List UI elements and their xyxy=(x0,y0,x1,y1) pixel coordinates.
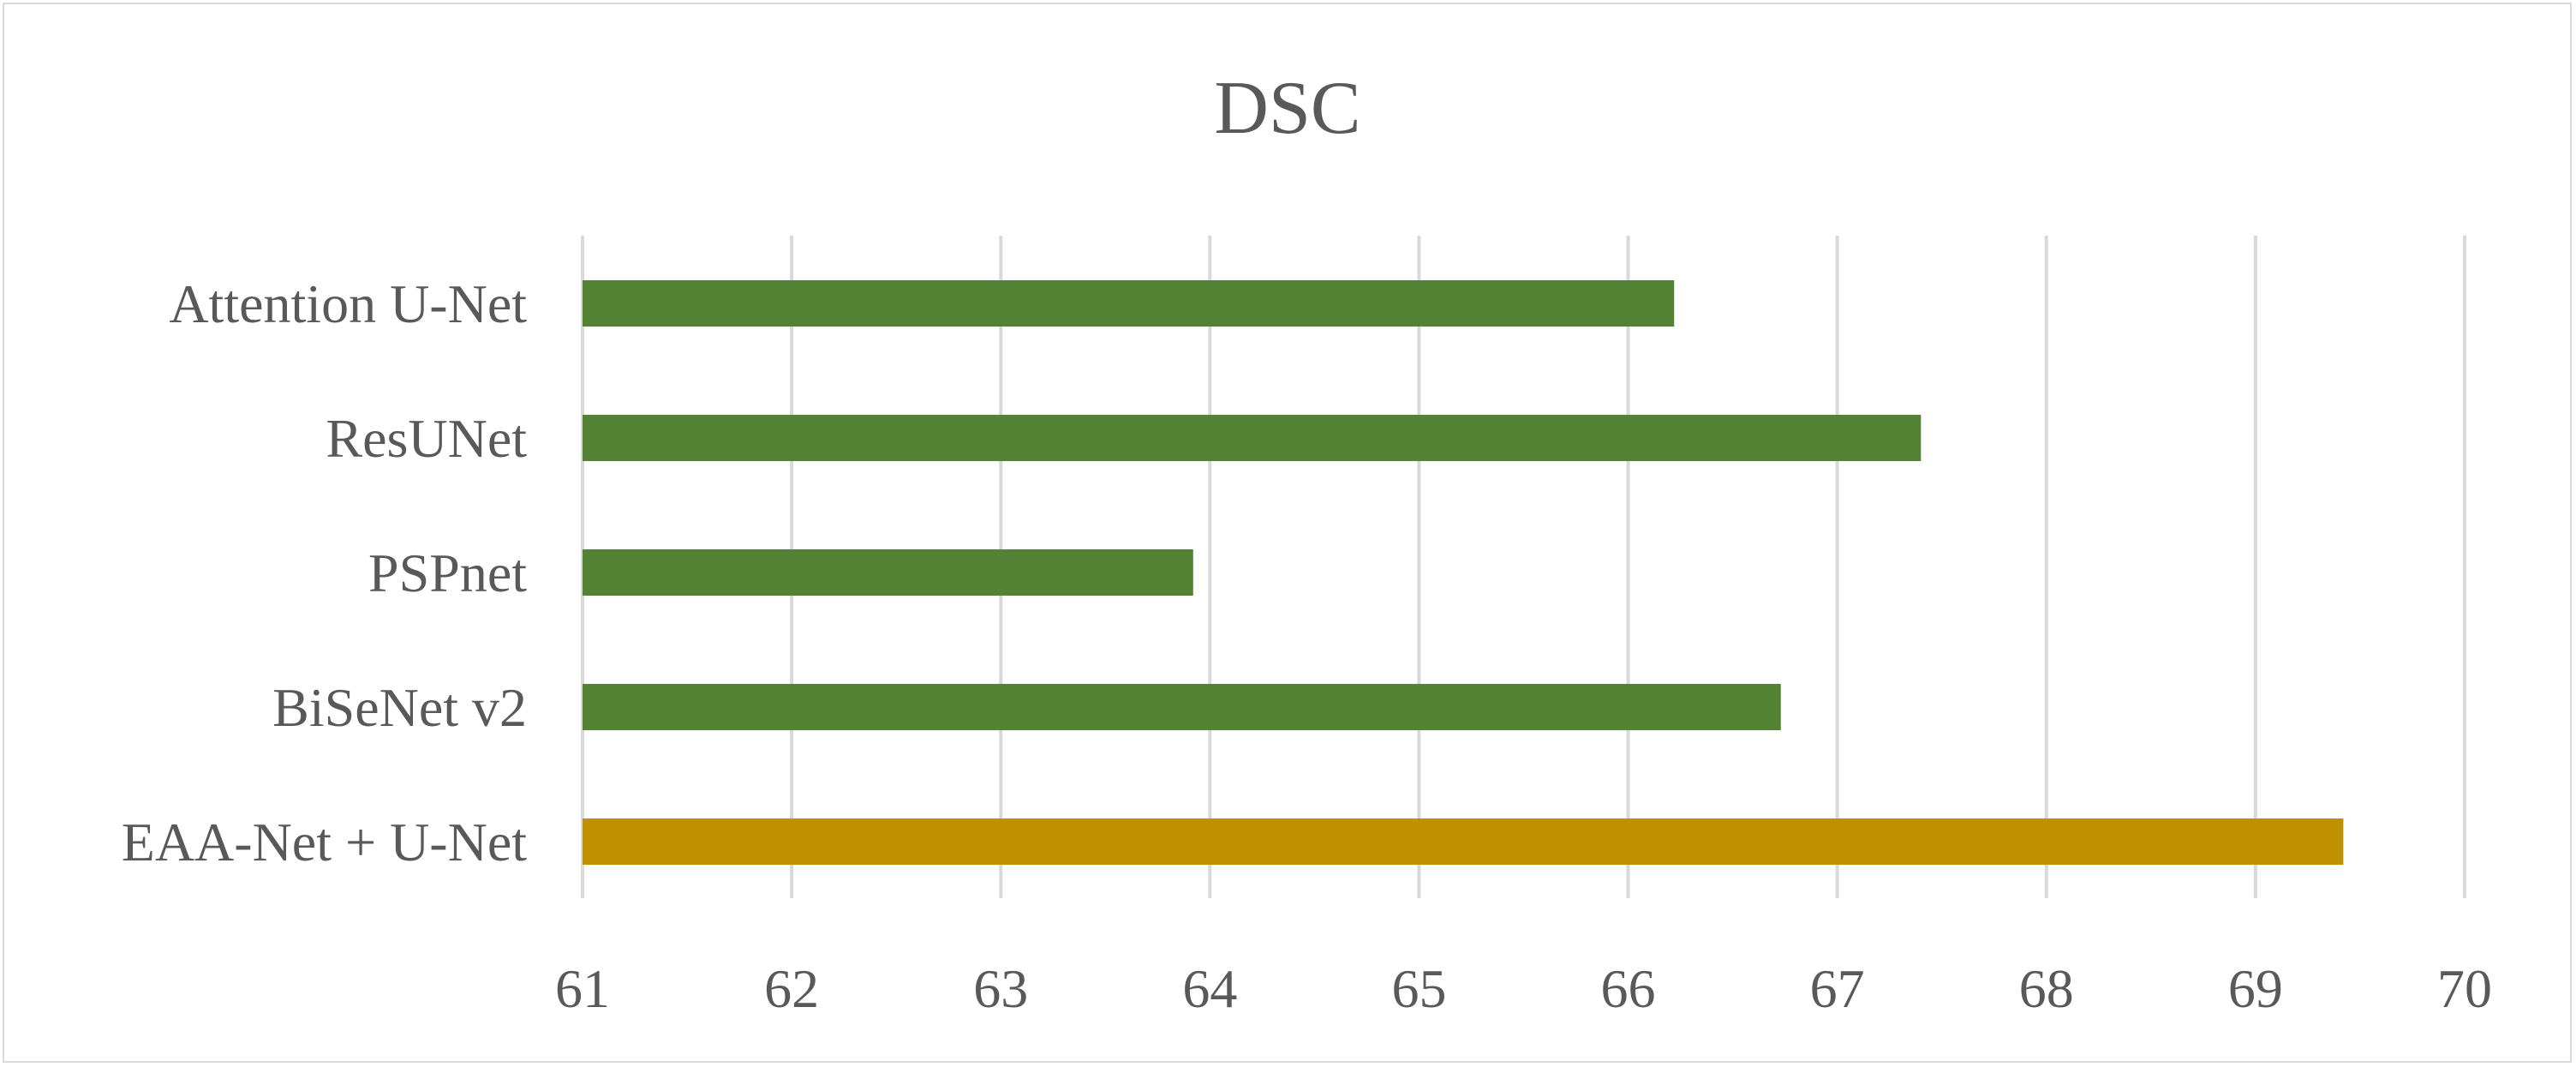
category-label-bisenet-v2: BiSeNet v2 xyxy=(272,677,527,738)
bar-resunet xyxy=(583,415,1922,461)
category-label-attention-u-net: Attention U-Net xyxy=(169,273,527,334)
x-tick-label-64: 64 xyxy=(1182,958,1237,1019)
chart-title: DSC xyxy=(1214,67,1360,150)
chart-frame xyxy=(3,3,2572,1063)
bar-pspnet xyxy=(583,549,1193,596)
bar-bisenet-v2 xyxy=(583,684,1781,730)
x-tick-labels: 61 62 63 64 65 66 67 68 69 70 xyxy=(555,958,2492,1019)
x-tick-label-62: 62 xyxy=(764,958,819,1019)
category-labels: Attention U-Net ResUNet PSPnet BiSeNet v2 EA… xyxy=(122,273,528,872)
x-tick-label-70: 70 xyxy=(2437,958,2492,1019)
x-tick-label-66: 66 xyxy=(1601,958,1656,1019)
category-label-eaa-net-u-net: EAA-Net + U-Net xyxy=(122,812,528,872)
bar-eaa-net-u-net xyxy=(583,818,2344,865)
x-tick-label-68: 68 xyxy=(2019,958,2074,1019)
x-tick-label-69: 69 xyxy=(2228,958,2283,1019)
x-tick-label-65: 65 xyxy=(1391,958,1446,1019)
category-label-resunet: ResUNet xyxy=(326,408,527,469)
x-tick-label-61: 61 xyxy=(555,958,610,1019)
category-label-pspnet: PSPnet xyxy=(368,542,527,603)
bars xyxy=(583,280,2344,865)
x-tick-label-63: 63 xyxy=(973,958,1028,1019)
bar-attention-u-net xyxy=(583,280,1675,327)
x-tick-label-67: 67 xyxy=(1810,958,1865,1019)
gridlines xyxy=(581,236,2466,898)
